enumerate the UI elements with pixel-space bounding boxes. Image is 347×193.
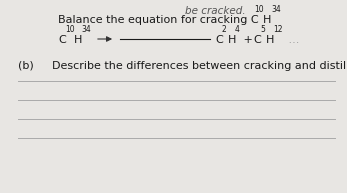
Text: 34: 34 (271, 5, 281, 14)
Text: H: H (228, 35, 236, 45)
Text: 12: 12 (273, 25, 282, 34)
Text: 5: 5 (260, 25, 265, 34)
Text: 4: 4 (235, 25, 240, 34)
Text: Describe the differences between cracking and distillation.: Describe the differences between crackin… (52, 61, 347, 71)
Text: H: H (266, 35, 274, 45)
Text: H: H (263, 15, 271, 25)
Text: be cracked.: be cracked. (185, 6, 246, 16)
Text: Balance the equation for cracking C: Balance the equation for cracking C (58, 15, 259, 25)
Text: 10: 10 (65, 25, 75, 34)
Text: C: C (253, 35, 261, 45)
Text: +: + (240, 35, 256, 45)
Text: 34: 34 (81, 25, 91, 34)
Text: (b): (b) (18, 61, 34, 71)
Text: H: H (74, 35, 82, 45)
Text: 10: 10 (254, 5, 264, 14)
Text: C: C (215, 35, 223, 45)
Text: 2: 2 (222, 25, 227, 34)
Text: ...: ... (285, 35, 299, 45)
Text: C: C (58, 35, 66, 45)
